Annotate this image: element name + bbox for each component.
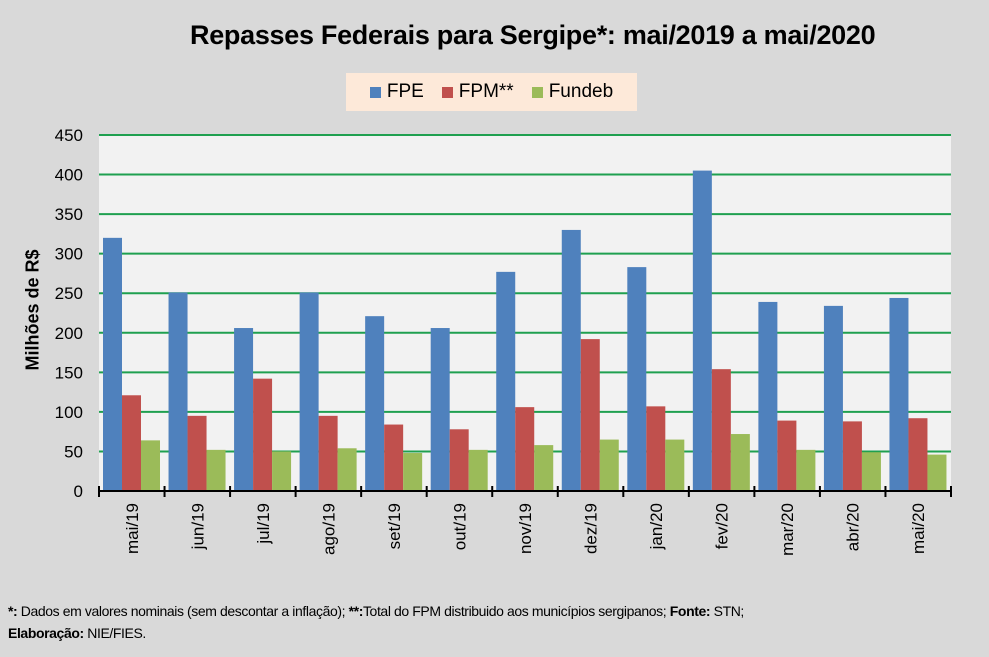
footnote-line-2: Elaboração: NIE/FIES.	[8, 622, 744, 644]
footnote-source: STN;	[710, 603, 745, 619]
bar-fpe	[627, 267, 647, 491]
y-tick-label: 150	[55, 363, 83, 382]
bar-fpm	[646, 406, 666, 491]
bar-fundeb	[534, 445, 554, 491]
x-tick-label: nov/19	[516, 503, 535, 554]
bar-fundeb	[796, 449, 816, 491]
y-tick-label: 250	[55, 284, 83, 303]
bar-fundeb	[599, 439, 619, 491]
y-tick-label: 200	[55, 324, 83, 343]
bar-fundeb	[665, 439, 685, 491]
bar-fpe	[758, 301, 778, 491]
bar-fpe	[889, 297, 909, 491]
bar-fundeb	[468, 449, 488, 491]
x-tick-label: mar/20	[778, 503, 797, 556]
x-tick-label: fev/20	[713, 503, 732, 549]
bar-fundeb	[730, 434, 750, 491]
x-tick-label: jul/19	[254, 503, 273, 545]
bar-fpm	[580, 339, 600, 491]
bar-fpm	[842, 421, 862, 491]
bar-fpm	[122, 395, 141, 491]
bar-fpm	[777, 420, 797, 491]
x-tick-label: ago/19	[319, 503, 338, 555]
y-tick-label: 300	[55, 245, 83, 264]
bar-fpe	[692, 170, 712, 491]
y-tick-label: 450	[55, 126, 83, 145]
bar-fpe	[168, 292, 188, 491]
footnote-author: NIE/FIES.	[83, 625, 146, 641]
legend-swatch	[531, 86, 543, 98]
bar-fundeb	[861, 452, 881, 491]
bar-fpm	[318, 415, 338, 491]
bar-fpe	[823, 305, 843, 491]
y-tick-label: 100	[55, 403, 83, 422]
footnote-author-label: Elaboração:	[8, 625, 84, 641]
bar-fpe	[234, 328, 254, 491]
legend-item: Fundeb	[531, 81, 614, 103]
footnote-line-1: *: Dados em valores nominais (sem descon…	[8, 600, 744, 622]
footnote-source-label: Fonte:	[669, 603, 711, 619]
footnote-text-1: Dados em valores nominais (sem descontar…	[17, 603, 349, 619]
bar-fpm	[253, 378, 273, 491]
legend-label: FPE	[386, 81, 424, 102]
footnote: *: Dados em valores nominais (sem descon…	[8, 600, 744, 644]
y-tick-label: 350	[55, 205, 83, 224]
bar-fpm	[711, 369, 731, 491]
bar-fundeb	[403, 453, 423, 491]
x-tick-label: jan/20	[647, 503, 666, 550]
x-tick-label: set/19	[385, 503, 404, 549]
footnote-text-2: Total do FPM distribuido aos municípios …	[362, 603, 670, 619]
bar-fpe	[496, 271, 516, 491]
legend: FPE FPM** Fundeb	[346, 73, 637, 111]
x-tick-label: jun/19	[188, 503, 207, 550]
legend-swatch	[369, 86, 381, 98]
y-tick-label: 0	[74, 482, 83, 501]
legend-item: FPE	[369, 81, 424, 103]
bar-fundeb	[206, 449, 226, 491]
legend-item: FPM**	[441, 81, 514, 103]
bar-fundeb	[272, 451, 292, 491]
bar-fundeb	[927, 454, 947, 491]
bar-fpm	[449, 429, 469, 491]
x-tick-label: out/19	[450, 503, 469, 550]
bar-fpe	[299, 292, 319, 491]
y-tick-label: 50	[64, 442, 83, 461]
footnote-marker-1: *:	[8, 603, 18, 619]
chart-plot: 0 50 100 150 200 250 300 350 400 450 mai/19 jun/19 j…	[55, 126, 952, 556]
legend-swatch	[441, 86, 453, 98]
chart-title: Repasses Federais para Sergipe*: mai/201…	[190, 20, 876, 50]
x-tick-label: mai/20	[909, 503, 928, 554]
y-tick-label: 400	[55, 166, 83, 185]
bar-fpe	[561, 229, 581, 491]
bar-fpm	[384, 424, 404, 491]
bar-fpe	[103, 237, 122, 491]
legend-label: FPM**	[458, 81, 514, 102]
bar-fundeb	[141, 440, 160, 491]
x-tick-label: abr/20	[844, 503, 863, 551]
bar-fundeb	[337, 448, 357, 491]
x-tick-label: dez/19	[582, 503, 601, 554]
x-tick-label: mai/19	[123, 503, 142, 554]
y-axis-label: Milhões de R$	[22, 249, 43, 371]
bar-fpe	[430, 328, 450, 491]
bar-fpm	[908, 418, 928, 491]
bar-fpm	[187, 415, 207, 491]
bar-fpe	[365, 316, 385, 491]
bar-fpm	[515, 407, 535, 491]
legend-label: Fundeb	[548, 81, 614, 102]
footnote-marker-2: **:	[348, 603, 364, 619]
